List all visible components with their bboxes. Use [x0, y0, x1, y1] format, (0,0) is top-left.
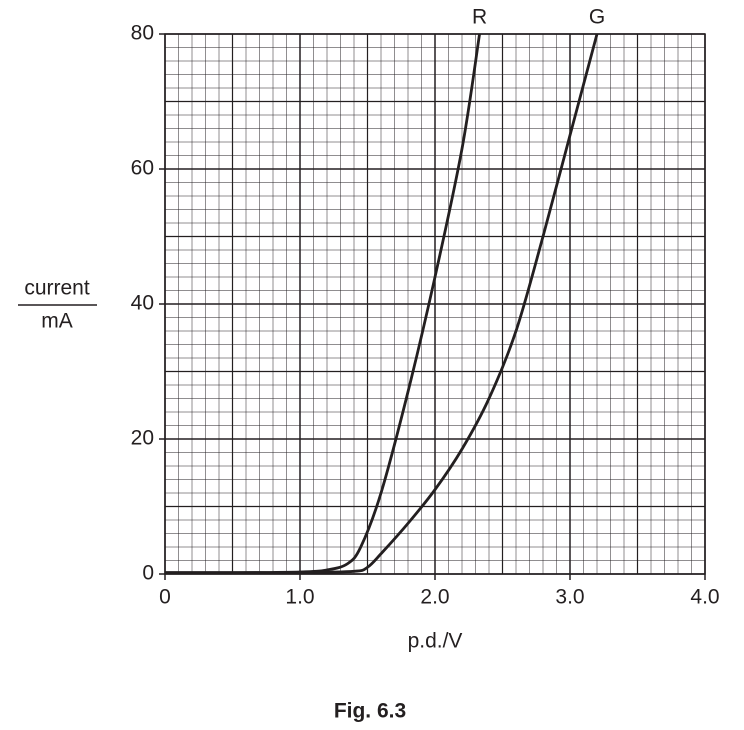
x-tick-label: 4.0 [690, 586, 719, 609]
y-tick-label: 0 [142, 562, 154, 585]
y-label-top: current [24, 277, 90, 300]
y-tick-label: 80 [131, 22, 154, 45]
y-tick-label: 60 [131, 157, 154, 180]
y-label-bottom: mA [41, 310, 73, 333]
caption: Fig. 6.3 [334, 700, 406, 723]
x-tick-label: 1.0 [285, 586, 314, 609]
y-tick-label: 20 [131, 427, 154, 450]
grid [159, 33, 706, 580]
line [165, 33, 599, 575]
plot-frame [164, 33, 706, 575]
y-tick-label: 40 [131, 292, 154, 315]
x-tick-label: 3.0 [555, 586, 584, 609]
x-tick-label: 0 [159, 586, 171, 609]
x-label: p.d./V [408, 630, 463, 653]
x-tick-label: 2.0 [420, 586, 449, 609]
series-label: G [589, 6, 605, 29]
series-label: R [472, 6, 487, 29]
